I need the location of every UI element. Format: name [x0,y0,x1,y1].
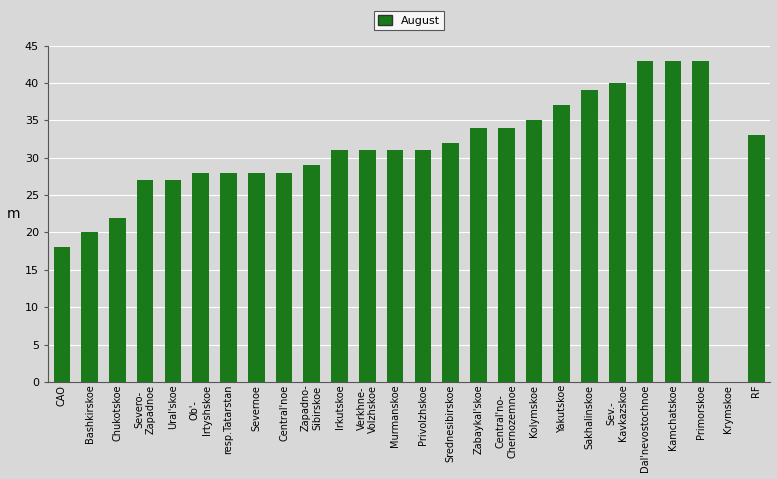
Bar [747,135,765,382]
Legend: August: August [374,11,444,30]
Bar [387,150,403,382]
Bar [526,120,542,382]
Bar [359,150,375,382]
Bar [442,143,459,382]
Bar [331,150,348,382]
Bar [220,172,237,382]
Bar [276,172,292,382]
Bar [82,232,98,382]
Bar [692,60,709,382]
Bar [193,172,209,382]
Bar [54,247,70,382]
Bar [664,60,681,382]
Bar [415,150,431,382]
Bar [248,172,265,382]
Bar [498,128,514,382]
Y-axis label: m: m [7,207,20,221]
Bar [581,91,598,382]
Bar [609,83,625,382]
Bar [470,128,486,382]
Bar [165,180,181,382]
Bar [109,217,126,382]
Bar [553,105,570,382]
Bar [304,165,320,382]
Bar [137,180,154,382]
Bar [636,60,653,382]
